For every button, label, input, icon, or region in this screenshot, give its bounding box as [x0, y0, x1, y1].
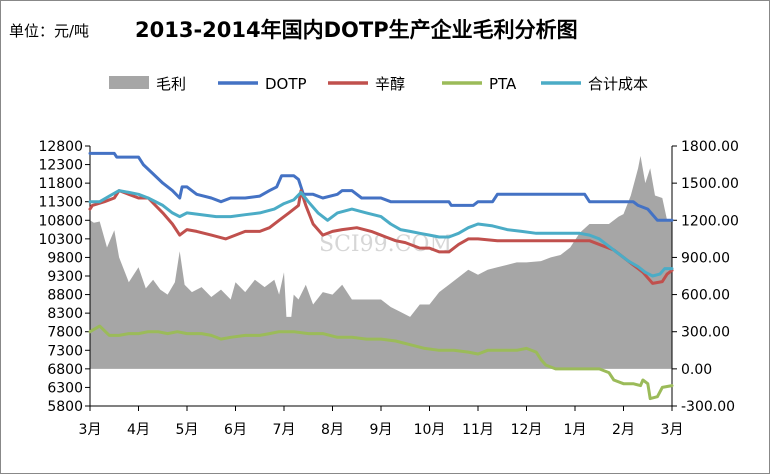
- legend-item-合计成本: 合计成本: [541, 75, 648, 93]
- x-tick-label: 8月: [321, 422, 344, 438]
- y-left-tick-label: 10800: [38, 213, 83, 229]
- legend-label: DOTP: [265, 75, 307, 93]
- series-line-合计成本: [88, 189, 674, 278]
- series-line-DOTP: [88, 151, 674, 222]
- x-tick-label: 2月: [612, 422, 635, 438]
- y-left-tick-label: 12300: [38, 158, 83, 174]
- unit-label: 单位：元/吨: [9, 22, 90, 40]
- series-area-毛利: [90, 155, 672, 369]
- legend-label: 合计成本: [588, 75, 648, 93]
- y-left-tick-label: 10300: [38, 232, 83, 248]
- legend-label: 毛利: [156, 75, 186, 93]
- x-tick-label: 5月: [176, 422, 199, 438]
- legend-item-辛醇: 辛醇: [328, 75, 405, 93]
- y-left-tick-label: 11300: [38, 195, 83, 211]
- y-left-tick-label: 6300: [47, 380, 83, 396]
- x-tick-label: 6月: [224, 422, 247, 438]
- x-tick-label: 3月: [661, 422, 684, 438]
- y-left-tick-label: 5800: [47, 399, 83, 415]
- y-right-tick-label: 300.00: [681, 325, 730, 341]
- y-right-tick-label: -300.00: [681, 399, 735, 415]
- area-layer: [90, 155, 672, 369]
- lines-layer: [88, 151, 674, 401]
- x-tick-label: 1月: [564, 422, 587, 438]
- x-tick-label: 12月: [511, 422, 543, 438]
- x-tick-label: 3月: [79, 422, 102, 438]
- x-tick-label: 10月: [414, 422, 446, 438]
- legend-item-PTA: PTA: [442, 75, 517, 93]
- axes-layer: 5800 6300 6800 7300 7800 8300 8800 9300 9800 1030…: [38, 139, 738, 438]
- y-left-tick-label: 12800: [38, 139, 83, 155]
- series-line-辛醇: [88, 189, 674, 285]
- y-left-tick-label: 9800: [47, 250, 83, 266]
- y-right-tick-label: 0.00: [681, 362, 712, 378]
- legend-label: 辛醇: [375, 75, 405, 93]
- chart-title: 2013-2014年国内DOTP生产企业毛利分析图: [135, 18, 578, 42]
- y-right-tick-label: 1200.00: [681, 213, 739, 229]
- y-left-tick-label: 8300: [47, 306, 83, 322]
- y-right-tick-label: 600.00: [681, 288, 730, 304]
- y-left-tick-label: 7300: [47, 343, 83, 359]
- x-tick-label: 9月: [370, 422, 393, 438]
- legend-item-毛利: 毛利: [109, 75, 186, 93]
- y-left-tick-label: 7800: [47, 325, 83, 341]
- legend-item-DOTP: DOTP: [218, 75, 307, 93]
- x-tick-label: 11月: [462, 422, 494, 438]
- y-right-tick-label: 1800.00: [681, 139, 739, 155]
- y-right-tick-label: 900.00: [681, 250, 730, 266]
- y-left-tick-label: 11800: [38, 176, 83, 192]
- legend: 毛利 DOTP 辛醇 PTA 合计成本: [109, 75, 648, 93]
- legend-swatch: [109, 76, 149, 89]
- y-left-tick-label: 9300: [47, 269, 83, 285]
- y-left-tick-label: 6800: [47, 362, 83, 378]
- y-left-tick-label: 8800: [47, 288, 83, 304]
- x-tick-label: 4月: [127, 422, 150, 438]
- series-line-PTA: [88, 324, 674, 401]
- x-tick-label: 7月: [273, 422, 296, 438]
- y-right-tick-label: 1500.00: [681, 176, 739, 192]
- legend-label: PTA: [489, 75, 517, 93]
